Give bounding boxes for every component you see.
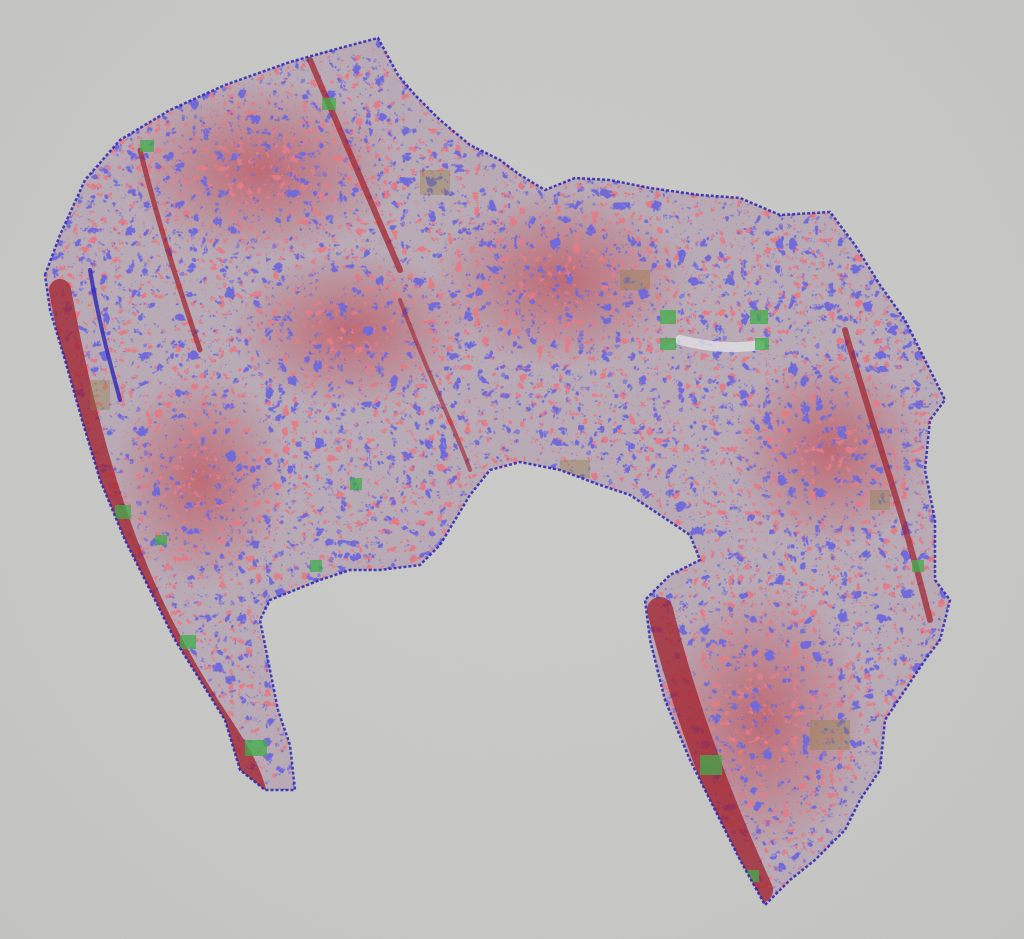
tissue-section-image — [0, 0, 1024, 939]
slide-viewer[interactable] — [0, 0, 1024, 939]
image-grain — [0, 0, 1024, 939]
